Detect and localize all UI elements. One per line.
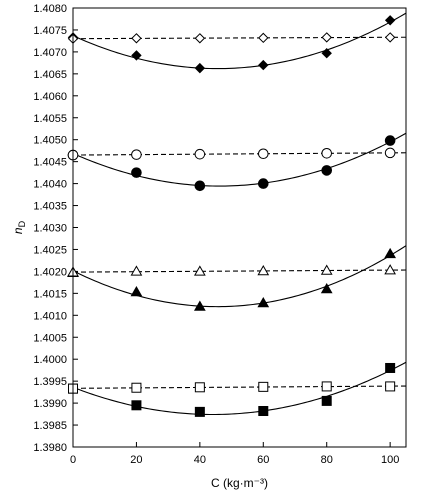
y-tick-label: 1.4070 [33, 47, 67, 59]
x-tick-label: 60 [257, 454, 269, 466]
filled-diamond-marker [258, 59, 269, 71]
open-circle-marker [384, 147, 396, 159]
open-circle-marker [321, 148, 333, 159]
x-tick-label: 0 [70, 454, 76, 466]
open-square-marker [131, 382, 142, 393]
open-triangle-marker [130, 265, 143, 276]
filled-circle-marker [131, 167, 142, 178]
filled-circle-marker [194, 180, 206, 192]
linear-fit-line [72, 152, 407, 156]
y-tick-label: 1.4030 [33, 223, 67, 235]
quadratic-fit-line [72, 132, 407, 187]
open-square-marker [194, 382, 205, 393]
y-tick-label: 1.4020 [33, 266, 67, 278]
open-diamond-marker [321, 32, 332, 43]
x-tick-label: 20 [130, 454, 142, 466]
open-circle-marker [257, 148, 269, 160]
filled-triangle-marker [130, 286, 143, 297]
filled-square-marker [131, 400, 142, 411]
y-tick-label: 1.4060 [33, 91, 67, 103]
filled-diamond-marker [321, 48, 332, 59]
x-axis-label: C (kg·m⁻³) [211, 476, 268, 490]
open-circle-marker [194, 148, 206, 160]
linear-fit-line [72, 385, 407, 389]
plot-frame [72, 7, 407, 448]
y-tick-label: 1.4035 [33, 201, 67, 213]
filled-diamond-marker [194, 62, 206, 74]
quadratic-fit-line [72, 245, 407, 308]
y-tick-label: 1.4025 [33, 244, 67, 256]
y-axis-label: nD [11, 220, 27, 234]
ticks-layer: 0 20 40 60 80 100 1.3980 1.3985 1.3990 1.3995 1.40… [33, 3, 399, 466]
open-triangle-marker [320, 264, 333, 275]
x-tick-label: 40 [194, 454, 206, 466]
y-axis-label-subscript: D [17, 220, 27, 227]
open-diamond-marker [194, 33, 206, 44]
open-diamond-marker [258, 32, 269, 44]
x-tick-label: 80 [321, 454, 333, 466]
y-tick-label: 1.4010 [33, 310, 67, 322]
filled-triangle-marker [193, 300, 206, 311]
filled-circle-marker [321, 165, 333, 176]
x-tick-label: 100 [381, 454, 399, 466]
y-tick-label: 1.4055 [33, 113, 67, 125]
quadratic-fit-line [72, 361, 407, 416]
filled-square-marker [258, 406, 269, 417]
open-triangle-marker [257, 264, 270, 276]
y-axis-label-main: n [11, 227, 25, 234]
filled-diamond-marker [384, 15, 396, 26]
open-square-marker [385, 381, 396, 392]
quadratic-fit-line [72, 12, 407, 70]
y-tick-label: 1.3995 [33, 376, 67, 388]
y-tick-label: 1.3980 [33, 442, 67, 454]
filled-square-marker [385, 362, 396, 373]
y-tick-label: 1.4005 [33, 332, 67, 344]
y-tick-label: 1.4050 [33, 135, 67, 147]
fit-lines-layer [72, 12, 407, 416]
filled-triangle-marker [257, 297, 270, 308]
linear-fit-line [72, 269, 407, 273]
open-diamond-marker [384, 32, 396, 43]
filled-triangle-marker [320, 282, 333, 294]
markers-layer [67, 15, 397, 417]
y-tick-label: 1.4045 [33, 157, 67, 169]
y-tick-label: 1.3985 [33, 420, 67, 432]
open-triangle-marker [193, 265, 206, 276]
y-tick-label: 1.4015 [33, 288, 67, 300]
filled-diamond-marker [131, 50, 142, 61]
y-tick-label: 1.4040 [33, 179, 67, 191]
y-tick-label: 1.4080 [33, 3, 67, 15]
y-tick-label: 1.4075 [33, 25, 67, 37]
open-circle-marker [131, 149, 142, 160]
open-diamond-marker [131, 33, 142, 44]
open-triangle-marker [384, 264, 397, 275]
y-tick-label: 1.4000 [33, 354, 67, 366]
open-square-marker [321, 381, 332, 392]
filled-circle-marker [384, 135, 396, 146]
filled-triangle-marker [384, 247, 397, 259]
y-tick-label: 1.4065 [33, 69, 67, 81]
filled-square-marker [194, 406, 205, 417]
y-tick-label: 1.3990 [33, 398, 67, 410]
filled-circle-marker [257, 178, 269, 189]
filled-square-marker [321, 395, 332, 406]
open-square-marker [258, 381, 269, 392]
